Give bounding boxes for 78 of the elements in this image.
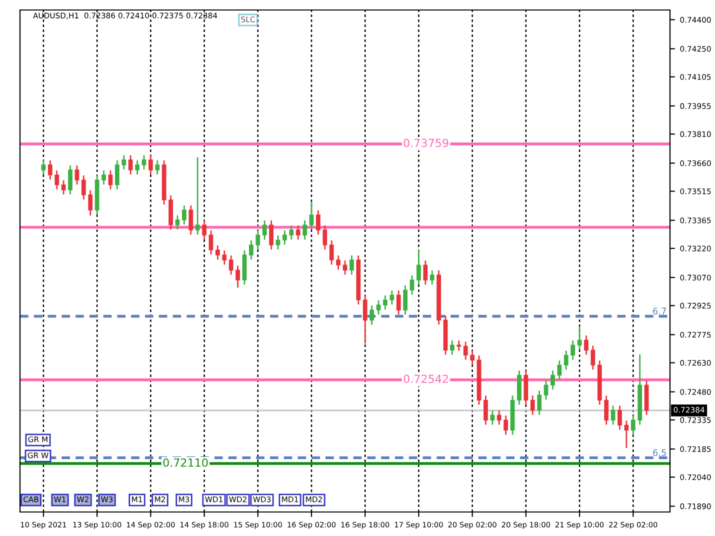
candlestick (269, 220, 274, 250)
candlestick (282, 230, 287, 245)
ref-line-label: 0.73759 (404, 138, 448, 148)
candlestick (590, 346, 596, 370)
candlestick (537, 390, 542, 415)
candlestick (316, 210, 320, 235)
candlestick (74, 165, 80, 185)
candlestick (222, 250, 227, 265)
candlestick (370, 305, 374, 325)
candlestick (81, 175, 86, 200)
candlestick (215, 245, 220, 260)
candlestick (248, 240, 254, 260)
candlestick (262, 220, 267, 240)
candlestick (114, 160, 120, 190)
candlestick (550, 370, 555, 390)
candlestick (148, 155, 153, 174)
candlestick (322, 225, 328, 250)
candlestick (276, 235, 280, 250)
candlestick (450, 340, 454, 355)
candlestick (329, 240, 334, 265)
candlestick (182, 205, 186, 224)
candlestick (610, 406, 616, 425)
candlestick (188, 205, 194, 235)
candlestick (54, 170, 60, 190)
ref-line-label: 0.72110 (163, 458, 208, 467)
candlestick (410, 275, 414, 295)
candlestick (463, 342, 468, 360)
candlestick (155, 160, 160, 174)
candlestick (544, 380, 548, 400)
candlestick (577, 326, 582, 350)
candlestick (48, 160, 52, 180)
candlestick (68, 165, 72, 194)
candlestick (309, 202, 314, 230)
candlestick (202, 220, 206, 240)
candlestick (376, 300, 381, 315)
candlestick (496, 410, 502, 425)
candlestick (208, 230, 214, 255)
candlestick (403, 286, 408, 315)
candlestick (430, 270, 434, 285)
candlestick (296, 225, 300, 240)
candlestick (122, 155, 126, 170)
candlestick (228, 255, 234, 275)
candlestick (102, 170, 106, 185)
candlestick (630, 416, 636, 435)
annotation: 6.5 (653, 449, 666, 456)
candlestick (135, 160, 140, 174)
candlestick (289, 225, 294, 240)
candlestick (504, 416, 508, 435)
candlestick (470, 350, 475, 365)
candlestick (604, 396, 609, 425)
candlestick (390, 290, 394, 305)
candlestick (490, 410, 495, 425)
candlestick (618, 406, 622, 430)
candlestick (484, 396, 488, 425)
candlestick (584, 336, 588, 355)
candlestick (108, 170, 113, 190)
candlestick (557, 360, 562, 380)
candlestick (416, 249, 421, 285)
candlestick (362, 295, 368, 344)
candlestick (175, 215, 180, 230)
candlestick (423, 260, 428, 285)
candlestick (564, 350, 568, 370)
candlestick (530, 396, 535, 415)
candlestick (350, 255, 354, 275)
annotation: 6.7 (653, 308, 666, 314)
candlestick (41, 160, 46, 174)
candlestick (383, 295, 388, 310)
candlestick (336, 255, 340, 270)
candlestick (128, 155, 133, 174)
ref-line-label: 0.72542 (404, 374, 448, 384)
candlestick (302, 220, 307, 240)
candlestick (236, 266, 240, 288)
candlestick (195, 157, 200, 235)
candlestick (342, 260, 348, 275)
candlestick (396, 290, 401, 315)
candlestick (256, 230, 260, 250)
candlestick (88, 190, 93, 216)
candlestick (570, 340, 576, 360)
